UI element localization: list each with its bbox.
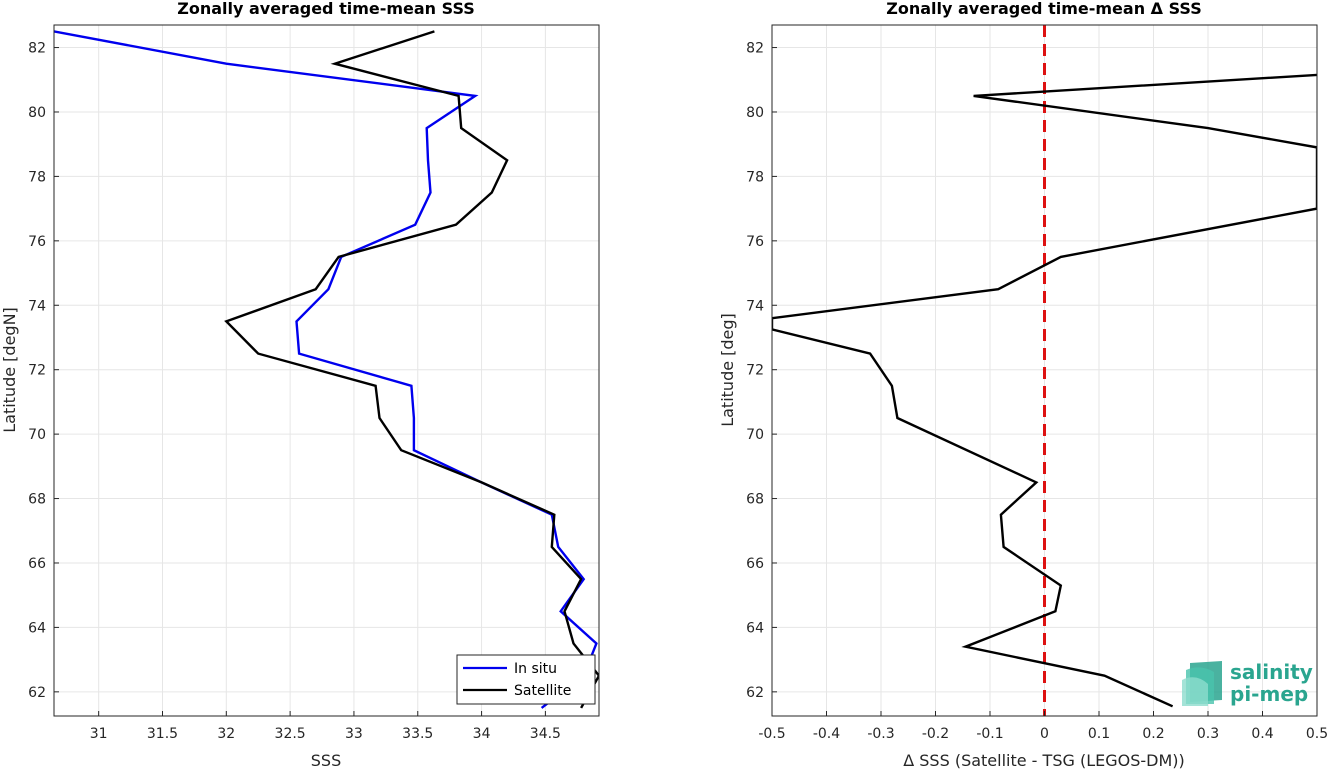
delta-sss-x-tick-label: 0.4 [1251, 726, 1273, 742]
delta-sss-y-tick-label: 80 [746, 105, 764, 121]
delta-sss-ticks: -0.5 -0.4 -0.3 -0.2 -0.1 0 0.1 0.2 0.3 0.4 0.5 62 64… [746, 41, 1328, 742]
sss-axes-box [53, 24, 600, 717]
logo-waves-icon [1182, 661, 1222, 706]
logo-line-2: pi-mep [1230, 682, 1308, 706]
legend-satellite-label: Satellite [514, 683, 571, 699]
sss-ticks: 31 31.5 32 32.5 33 33.5 34 34.5 62 64 66 68 70 72 74 76… [28, 41, 561, 742]
delta-sss-x-tick-label: 0.2 [1142, 726, 1164, 742]
legend-box [456, 654, 596, 705]
sss-x-tick-label: 32 [217, 726, 235, 742]
delta-sss-y-tick-label: 72 [746, 363, 764, 379]
sss-y-tick-label: 80 [28, 105, 46, 121]
sss-x-tick-label: 31 [90, 726, 108, 742]
delta-sss-x-tick-label: 0.5 [1306, 726, 1328, 742]
sss-y-tick-label: 66 [28, 556, 46, 572]
delta-sss-y-tick-label: 64 [746, 620, 764, 636]
sss-panel: 31 31.5 32 32.5 33 33.5 34 34.5 62 64 66 68 70 72 74 76… [0, 0, 600, 769]
delta-sss-y-axis-label: Latitude [deg] [718, 313, 737, 427]
sss-y-tick-label: 68 [28, 492, 46, 508]
sss-y-tick-label: 70 [28, 427, 46, 443]
delta-sss-x-tick-label: 0.3 [1197, 726, 1219, 742]
delta-sss-x-axis-label: Δ SSS (Satellite - TSG (LEGOS-DM)) [903, 751, 1185, 769]
sss-plot-area [54, 25, 599, 716]
delta-sss-y-tick-label: 74 [746, 298, 764, 314]
sss-chart-title: Zonally averaged time-mean SSS [177, 0, 475, 18]
delta-sss-x-tick-label: 0.1 [1088, 726, 1110, 742]
sss-x-tick-label: 31.5 [147, 726, 178, 742]
sss-x-tick-label: 33 [345, 726, 363, 742]
sss-satellite-line [224, 30, 599, 709]
delta-sss-series-0-line [772, 73, 1317, 708]
sss-y-tick-label: 76 [28, 234, 46, 250]
sss-x-tick-label: 33.5 [402, 726, 433, 742]
delta-sss-x-tick-label: -0.5 [758, 726, 785, 742]
sss-x-tick-label: 34 [473, 726, 491, 742]
delta-sss-x-tick-label: -0.4 [813, 726, 840, 742]
sss-x-tick-label: 32.5 [275, 726, 306, 742]
delta-sss-y-tick-label: 66 [746, 556, 764, 572]
logo-line-1: salinity [1230, 660, 1313, 684]
delta-sss-x-tick-label: 0 [1040, 726, 1049, 742]
delta-sss-chart-title: Zonally averaged time-mean Δ SSS [886, 0, 1202, 18]
sss-y-tick-label: 72 [28, 363, 46, 379]
sss-y-tick-label: 82 [28, 41, 46, 57]
delta-sss-y-tick-label: 70 [746, 427, 764, 443]
sss-y-tick-label: 64 [28, 620, 46, 636]
sss-legend: In situ Satellite [456, 654, 596, 705]
sss-grid [54, 25, 599, 716]
delta-sss-y-tick-label: 76 [746, 234, 764, 250]
delta-sss-y-tick-label: 78 [746, 169, 764, 185]
sss-x-tick-label: 34.5 [530, 726, 561, 742]
delta-sss-y-tick-label: 62 [746, 685, 764, 701]
delta-sss-y-tick-label: 68 [746, 492, 764, 508]
delta-sss-panel: -0.5 -0.4 -0.3 -0.2 -0.1 0 0.1 0.2 0.3 0.4 0.5 62 64… [718, 0, 1328, 769]
salinity-pi-mep-logo: salinity pi-mep [1182, 660, 1313, 706]
delta-sss-x-tick-label: -0.1 [976, 726, 1003, 742]
delta-sss-series-lines [772, 25, 1317, 716]
legend-in-situ-label: In situ [514, 661, 557, 677]
sss-y-axis-label: Latitude [degN] [0, 307, 19, 433]
sss-x-axis-label: SSS [311, 751, 341, 769]
sss-y-tick-label: 62 [28, 685, 46, 701]
delta-sss-y-tick-label: 82 [746, 41, 764, 57]
sss-series-lines [54, 30, 599, 709]
sss-y-tick-label: 78 [28, 169, 46, 185]
delta-sss-x-tick-label: -0.2 [922, 726, 949, 742]
sss-y-tick-label: 74 [28, 298, 46, 314]
delta-sss-x-tick-label: -0.3 [867, 726, 894, 742]
